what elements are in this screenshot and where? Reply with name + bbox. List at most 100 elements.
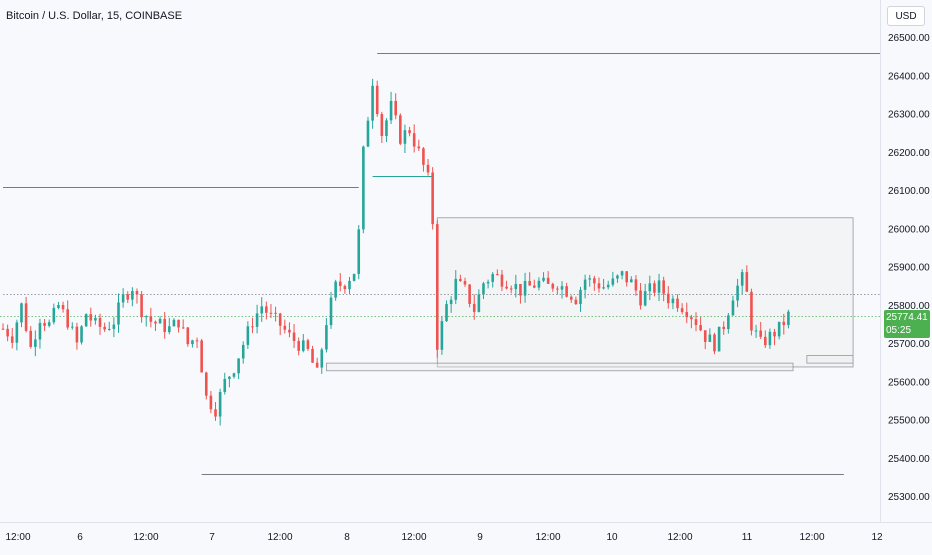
candle-body [177, 319, 180, 328]
candle-body [472, 303, 476, 312]
zone-low-zone-1 [325, 362, 794, 372]
candle-body [713, 334, 716, 352]
candle-body [463, 281, 467, 285]
candle-body [588, 278, 592, 280]
candle-body [47, 322, 51, 326]
candle-body [422, 148, 425, 165]
candle-body [315, 362, 319, 368]
candle-body [662, 280, 665, 294]
candle-body [200, 340, 203, 373]
candle-body [528, 280, 531, 286]
x-axis: 12:00 6 12:00 7 12:00 8 12:00 9 12:00 10 12:00 11 12… [5, 532, 883, 543]
candle-body [10, 336, 14, 343]
candle-body [274, 312, 277, 314]
candle-body [375, 85, 379, 115]
candle-body [690, 317, 693, 320]
candle-body [112, 324, 116, 329]
candle-body [634, 279, 638, 291]
candle-body [348, 280, 351, 290]
candle-body [140, 294, 143, 318]
candle-body [246, 326, 250, 345]
y-tick-label: 25900.00 [888, 263, 930, 274]
x-tick-label: 12:00 [401, 532, 426, 543]
candle-body [168, 326, 171, 333]
candle-body [722, 326, 726, 330]
candle-body [71, 326, 74, 328]
x-tick-label: 10 [606, 532, 618, 543]
candle-body [343, 285, 347, 290]
candle-body [486, 281, 490, 284]
last-price-value: 25774.41 [886, 312, 928, 323]
candle-body [265, 306, 268, 313]
candle-body [61, 305, 65, 310]
candle-body [514, 284, 518, 290]
candle-body [306, 340, 310, 349]
candle-body [135, 290, 139, 295]
candle-body [435, 224, 439, 350]
y-tick-label: 25800.00 [888, 301, 930, 312]
x-tick-label: 12:00 [535, 532, 560, 543]
y-tick-label: 25500.00 [888, 416, 930, 427]
candle-body [385, 120, 388, 136]
candle-body [241, 344, 245, 359]
candle-body [768, 331, 772, 346]
candle-body [782, 321, 786, 326]
candle-body [260, 306, 264, 314]
candle-body [320, 349, 324, 368]
candle-body [191, 340, 194, 345]
candle-body [611, 278, 615, 285]
x-tick-label: 12:00 [799, 532, 824, 543]
candle-body [288, 329, 291, 333]
candle-body [671, 298, 675, 304]
candle-body [523, 280, 527, 296]
x-tick-label: 11 [742, 532, 753, 543]
candle-body [117, 302, 120, 325]
currency-selector[interactable]: USD [887, 6, 925, 26]
candle-body [144, 316, 148, 318]
candle-body [334, 281, 337, 298]
candle-body [186, 327, 190, 345]
candle-body [445, 304, 448, 322]
candle-body [491, 274, 495, 282]
candle-body [454, 278, 458, 300]
candle-body [750, 291, 753, 331]
levels-layer [0, 53, 880, 475]
candle-body [107, 328, 111, 330]
candle-body [620, 271, 624, 276]
candle-body [727, 315, 730, 330]
y-tick-label: 25400.00 [888, 454, 930, 465]
candle-body [302, 340, 305, 351]
candle-body [657, 280, 661, 293]
plot-area [0, 0, 880, 522]
candle-body [362, 146, 365, 230]
x-tick-label: 7 [209, 532, 215, 543]
candle-body [533, 285, 536, 288]
candle-body [278, 313, 282, 326]
candle-body [149, 316, 153, 322]
x-tick-label: 12 [871, 532, 883, 543]
y-tick-label: 25700.00 [888, 339, 930, 350]
candle-body [699, 325, 702, 331]
y-tick-label: 26000.00 [888, 224, 930, 235]
candle-body [787, 311, 790, 326]
candle-body [366, 120, 370, 147]
candle-body [468, 284, 471, 304]
candle-body [694, 319, 698, 326]
candle-body [731, 300, 735, 316]
candle-body [338, 281, 342, 286]
candle-body [556, 288, 559, 290]
candle-body [745, 272, 749, 292]
candle-body [602, 287, 605, 289]
y-tick-label: 26500.00 [888, 33, 930, 44]
candle-body [371, 85, 374, 121]
candle-body [38, 323, 42, 340]
candle-body [94, 317, 97, 321]
candle-body [648, 283, 652, 292]
candle-body [269, 312, 273, 314]
y-tick-label: 26300.00 [888, 110, 930, 121]
countdown-timer: 05:25 [886, 325, 912, 336]
candle-body [676, 298, 679, 309]
candle-body [98, 317, 102, 327]
